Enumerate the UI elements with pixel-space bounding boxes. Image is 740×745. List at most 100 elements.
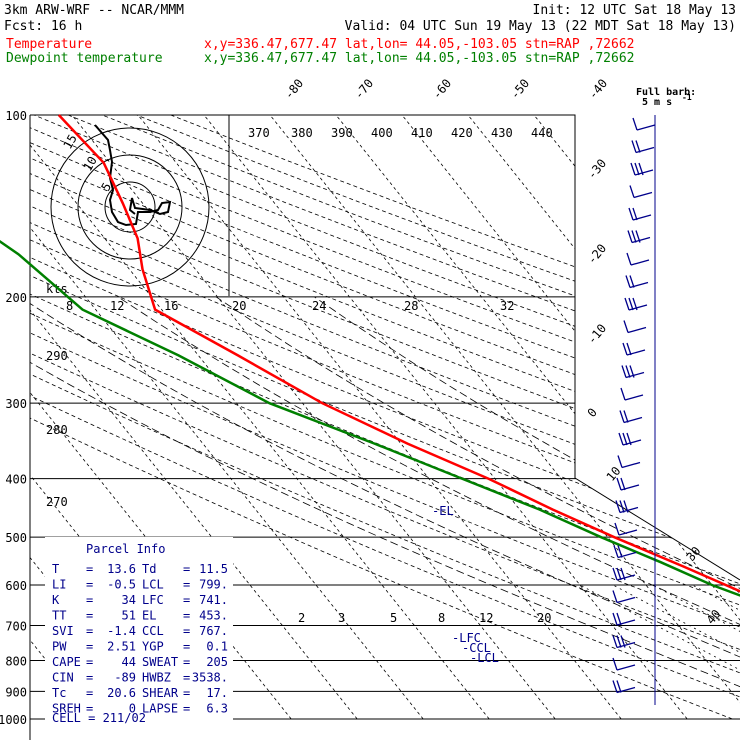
parcel-equals: = [183, 671, 190, 685]
moist-adiabat [314, 297, 740, 719]
theta-label: 400 [371, 126, 393, 140]
isotherm-label: -20 [585, 241, 610, 267]
parcel-value: 799. [199, 578, 228, 592]
model-title: 3km ARW-WRF -- NCAR/MMM [4, 3, 184, 18]
barb-legend-line2: 5 m s [642, 97, 672, 108]
level-markers: -EL -LFC -CCL -LCL [432, 504, 499, 665]
dewpoint-station-info: x,y=336.47,677.47 lat,lon= 44.05,-103.05… [204, 51, 634, 66]
parcel-equals: = [86, 686, 93, 700]
wind-barb-flag [627, 253, 631, 265]
isotherm-line [270, 115, 740, 719]
wind-barb [628, 328, 646, 333]
wind-barb-flag [616, 501, 620, 513]
isotherm-label: -10 [585, 321, 610, 347]
wind-barb-flag [626, 276, 630, 288]
wind-barb-flag [621, 388, 625, 400]
mixing-ratio-line [580, 585, 740, 719]
wind-barb-flag [614, 546, 618, 558]
parcel-key: SVI [52, 624, 74, 638]
mixing-ratio-label: 2 [298, 611, 305, 625]
forecast-hour: Fcst: 16 h [4, 19, 82, 34]
hodograph-speed-label: 24 [312, 299, 326, 313]
temperature-station-info: x,y=336.47,677.47 lat,lon= 44.05,-103.05… [204, 37, 634, 52]
wind-barb-flag [633, 208, 637, 220]
wind-barb-flag [617, 478, 621, 490]
parcel-equals: = [86, 593, 93, 607]
parcel-value: 34 [122, 593, 136, 607]
wind-barb [637, 125, 655, 130]
isotherm-label: 0 [585, 405, 600, 420]
wind-barb-flag [620, 411, 624, 423]
parcel-key: LFC [142, 593, 164, 607]
wind-barb-flag [617, 681, 621, 693]
wind-barb-flag [615, 523, 619, 535]
parcel-equals: = [183, 686, 190, 700]
wind-barb-flag [636, 141, 640, 153]
wind-barb-flag [627, 343, 631, 355]
isotherm-line [204, 115, 687, 719]
isotherm-line [732, 115, 740, 719]
wind-barb-flag [613, 636, 617, 648]
wind-barb-flag [624, 321, 628, 333]
parcel-value: 6.3 [206, 702, 228, 716]
parcel-equals: = [183, 702, 190, 716]
wind-barb-flag [617, 613, 621, 625]
wind-barbs [613, 115, 655, 705]
isotherm-line [600, 115, 740, 719]
isotherm-line [534, 115, 740, 719]
pressure-label: 400 [5, 473, 27, 487]
isotherm-label: -30 [585, 156, 610, 182]
parcel-key: LCL [142, 578, 164, 592]
cell-motion: CELL = 211/02 [52, 711, 146, 725]
init-time: Init: 12 UTC Sat 18 May 13 [533, 3, 737, 18]
wind-barb-flag [631, 163, 635, 175]
wind-barb [617, 665, 635, 670]
wind-barb-flag [623, 433, 627, 445]
parcel-equals: = [183, 640, 190, 654]
wind-barb-flag [619, 433, 623, 445]
parcel-value: -1.4 [107, 624, 136, 638]
parcel-value: 13.6 [107, 562, 136, 576]
dewpoint-legend-label: Dewpoint temperature [6, 51, 163, 66]
wind-barb-flag [624, 411, 628, 423]
mixing-ratio-label: 3 [338, 611, 345, 625]
parcel-value: 51 [122, 609, 136, 623]
parcel-value: 205 [206, 655, 228, 669]
wind-barb-flag [632, 231, 636, 243]
barb-legend-exponent: -1 [682, 93, 692, 102]
wind-barb-flag [613, 681, 617, 693]
parcel-key: YGP [142, 640, 164, 654]
mixing-ratio-labels: 2 3 5 8 12 20 [298, 611, 551, 625]
mixing-ratio-label: 20 [537, 611, 551, 625]
isotherm-label: -70 [352, 76, 377, 102]
hodograph: 15 10 5 kts [46, 115, 229, 296]
parcel-equals: = [86, 562, 93, 576]
pressure-label: 200 [5, 291, 27, 305]
pressure-label: 800 [5, 654, 27, 668]
barb-legend: Full barb: 5 m s -1 [636, 87, 696, 108]
pressure-label: 600 [5, 579, 27, 593]
theta-label: 370 [248, 126, 270, 140]
isotherm-line [666, 115, 740, 719]
hodograph-speed-label: 16 [164, 299, 178, 313]
theta-label: 390 [331, 126, 353, 140]
theta-label: 380 [291, 126, 313, 140]
wind-barb-flag [623, 343, 627, 355]
parcel-value: 11.5 [199, 562, 228, 576]
parcel-key: PW [52, 640, 67, 654]
parcel-key: CIN [52, 671, 74, 685]
parcel-equals: = [86, 671, 93, 685]
theta-label: 270 [46, 495, 68, 509]
mixing-ratio-label: 12 [479, 611, 493, 625]
wind-barb-flag [625, 298, 629, 310]
wind-barb-flag [613, 568, 617, 580]
pressure-label: 100 [5, 109, 27, 123]
wind-barb-flag [613, 658, 617, 670]
el-marker: -EL [432, 504, 454, 518]
wind-barb [631, 260, 649, 265]
mixing-ratio-line [613, 585, 740, 719]
wind-barb-flag [618, 546, 622, 558]
parcel-value: -0.5 [107, 578, 136, 592]
